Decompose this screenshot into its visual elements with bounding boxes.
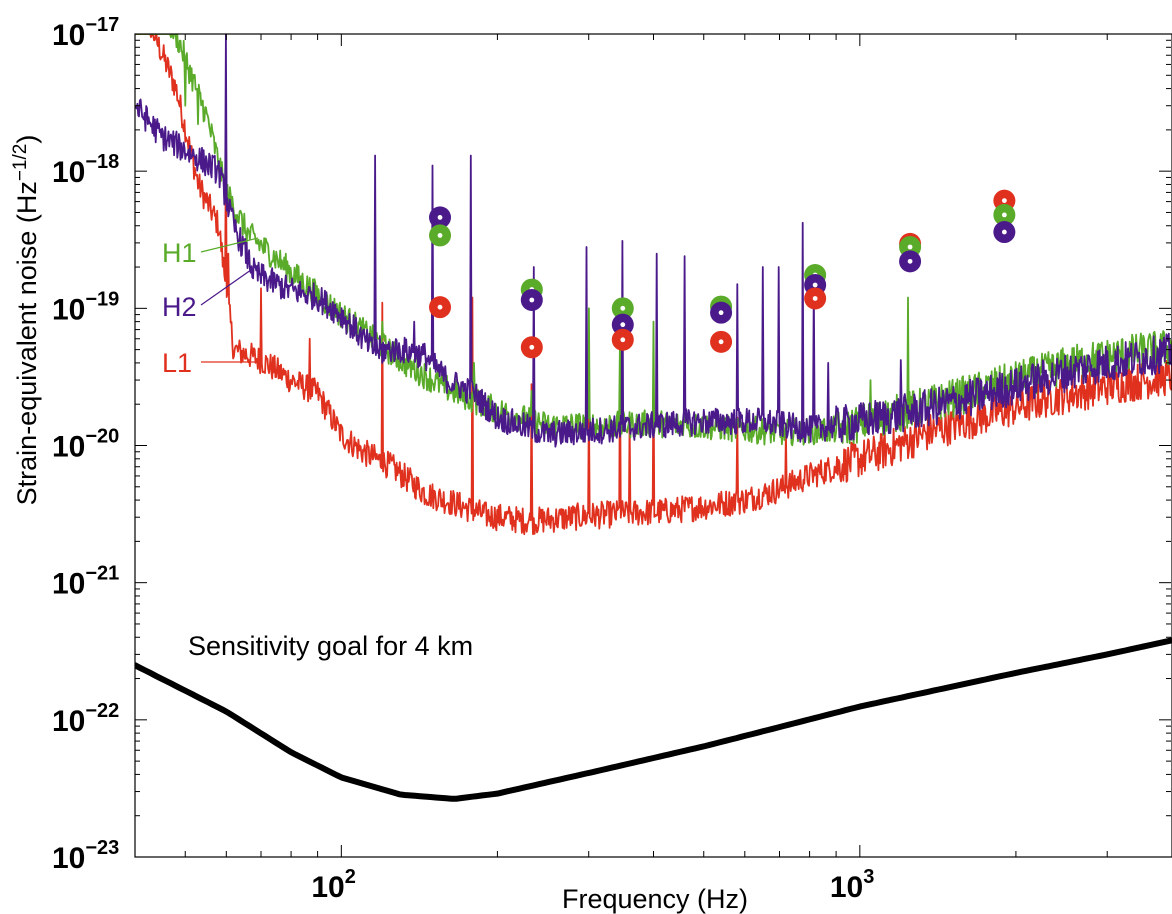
y-tick-label-base: 10 bbox=[52, 842, 85, 875]
y-tick-label-base: 10 bbox=[52, 431, 85, 464]
marker-dot-h2-0 bbox=[437, 215, 443, 220]
y-tick-label-exponent: −21 bbox=[85, 563, 119, 585]
label-h2: H2 bbox=[162, 292, 197, 322]
y-tick-label: 10−19 bbox=[52, 288, 119, 326]
x-tick-label-exponent: 3 bbox=[863, 866, 874, 888]
leader-h1 bbox=[200, 237, 259, 253]
leader-h2 bbox=[200, 264, 259, 306]
axis-ticks bbox=[134, 33, 1172, 858]
y-tick-label-base: 10 bbox=[52, 293, 85, 326]
x-tick-label-base: 10 bbox=[830, 871, 863, 904]
marker-dot-h1-19 bbox=[1001, 212, 1007, 218]
y-axis-title-close: ) bbox=[12, 135, 42, 144]
label-l1: L1 bbox=[162, 348, 192, 378]
marker-dot-l1-2 bbox=[437, 304, 443, 310]
marker-dot-l1-14 bbox=[812, 296, 818, 301]
marker-dot-h2-7 bbox=[620, 322, 626, 328]
x-tick-label-base: 10 bbox=[311, 871, 344, 904]
y-tick-label-exponent: −23 bbox=[85, 837, 119, 859]
y-tick-label-exponent: −18 bbox=[85, 151, 119, 173]
noise-curves bbox=[135, 34, 1172, 802]
marker-dot-l1-8 bbox=[620, 337, 626, 343]
marker-dot-h2-17 bbox=[907, 258, 913, 264]
goal-curve-label: Sensitivity goal for 4 km bbox=[188, 631, 473, 661]
y-tick-label: 10−18 bbox=[52, 151, 119, 189]
y-tick-label-exponent: −19 bbox=[85, 288, 119, 310]
x-tick-label: 102 bbox=[311, 866, 356, 904]
y-tick-label-base: 10 bbox=[52, 156, 85, 189]
marker-dot-h1-6 bbox=[620, 305, 626, 311]
marker-dot-h2-10 bbox=[718, 310, 724, 316]
series-h2-line bbox=[135, 34, 1172, 448]
y-tick-label-base: 10 bbox=[52, 705, 85, 738]
y-tick-label: 10−17 bbox=[52, 14, 119, 52]
y-tick-label-base: 10 bbox=[52, 568, 85, 601]
y-axis-title-text: Strain-equivalent noise (Hz bbox=[12, 181, 42, 505]
marker-dot-h2-20 bbox=[1001, 229, 1007, 235]
y-tick-label: 10−23 bbox=[52, 837, 119, 875]
x-axis-title: Frequency (Hz) bbox=[562, 884, 748, 914]
line-markers bbox=[429, 189, 1016, 359]
y-tick-label-exponent: −17 bbox=[85, 14, 119, 36]
marker-dot-l1-5 bbox=[529, 344, 535, 350]
label-h1: H1 bbox=[162, 238, 197, 268]
y-tick-label: 10−20 bbox=[52, 426, 119, 464]
x-tick-label-exponent: 2 bbox=[345, 866, 356, 888]
marker-dot-h1-1 bbox=[437, 233, 443, 238]
y-axis-title-exponent: −1/2 bbox=[10, 144, 31, 182]
y-tick-label-base: 10 bbox=[52, 19, 85, 52]
marker-dot-l1-11 bbox=[718, 339, 724, 345]
marker-dot-h2-13 bbox=[812, 282, 818, 288]
marker-dot-l1-18 bbox=[1001, 198, 1007, 204]
x-tick-label: 103 bbox=[830, 866, 875, 904]
y-tick-label-exponent: −22 bbox=[85, 700, 119, 722]
marker-dot-h1-16 bbox=[907, 244, 913, 250]
y-tick-label: 10−21 bbox=[52, 563, 119, 601]
sensitivity-goal-curve bbox=[135, 637, 1172, 802]
y-tick-label-exponent: −20 bbox=[85, 426, 119, 448]
y-tick-label: 10−22 bbox=[52, 700, 119, 738]
marker-dot-h2-4 bbox=[529, 297, 535, 303]
y-axis-title: Strain-equivalent noise (Hz−1/2) bbox=[10, 135, 42, 506]
